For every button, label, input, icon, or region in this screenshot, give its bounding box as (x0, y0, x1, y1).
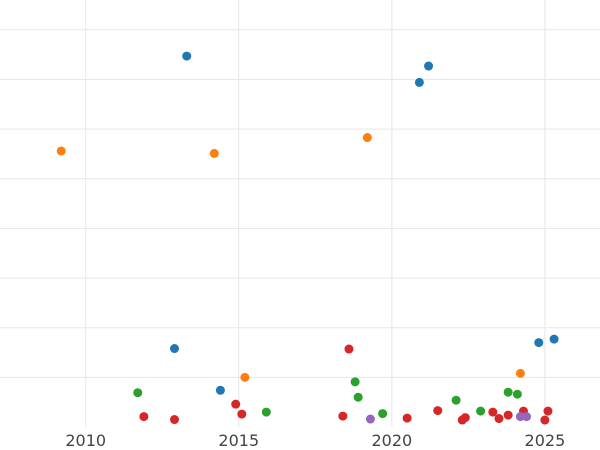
data-point (344, 344, 354, 354)
x-tick-label: 2010 (65, 431, 106, 450)
x-tick-label: 2020 (371, 431, 412, 450)
data-point (169, 344, 179, 354)
data-point (56, 146, 66, 156)
data-point (362, 133, 372, 143)
data-point (240, 372, 250, 382)
data-point (169, 415, 179, 425)
data-point (549, 334, 559, 344)
data-point (503, 410, 513, 420)
data-point (350, 377, 360, 387)
data-points (56, 51, 559, 425)
data-point (451, 395, 461, 405)
x-tick-label: 2025 (525, 431, 566, 450)
data-point (133, 388, 143, 398)
data-point (139, 412, 149, 422)
data-point (503, 387, 513, 397)
data-point (534, 338, 544, 348)
data-point (231, 399, 241, 409)
grid (0, 0, 600, 427)
data-point (512, 389, 522, 399)
data-point (182, 51, 192, 61)
data-point (522, 412, 532, 422)
data-point (543, 406, 553, 416)
data-point (402, 413, 412, 423)
data-point (261, 407, 271, 417)
data-point (414, 77, 424, 87)
data-point (460, 413, 470, 423)
data-point (488, 407, 498, 417)
data-point (209, 148, 219, 158)
data-point (424, 61, 434, 71)
data-point (494, 414, 504, 424)
data-point (237, 409, 247, 419)
data-point (540, 415, 550, 425)
data-point (215, 385, 225, 395)
data-point (378, 409, 388, 419)
data-point (515, 368, 525, 378)
data-point (476, 406, 486, 416)
data-point (433, 406, 443, 416)
data-point (353, 392, 363, 402)
x-tick-label: 2015 (218, 431, 259, 450)
x-axis-tick-labels: 2010 2015 2020 2025 (65, 431, 565, 450)
data-point (338, 411, 348, 421)
data-point (365, 414, 375, 424)
